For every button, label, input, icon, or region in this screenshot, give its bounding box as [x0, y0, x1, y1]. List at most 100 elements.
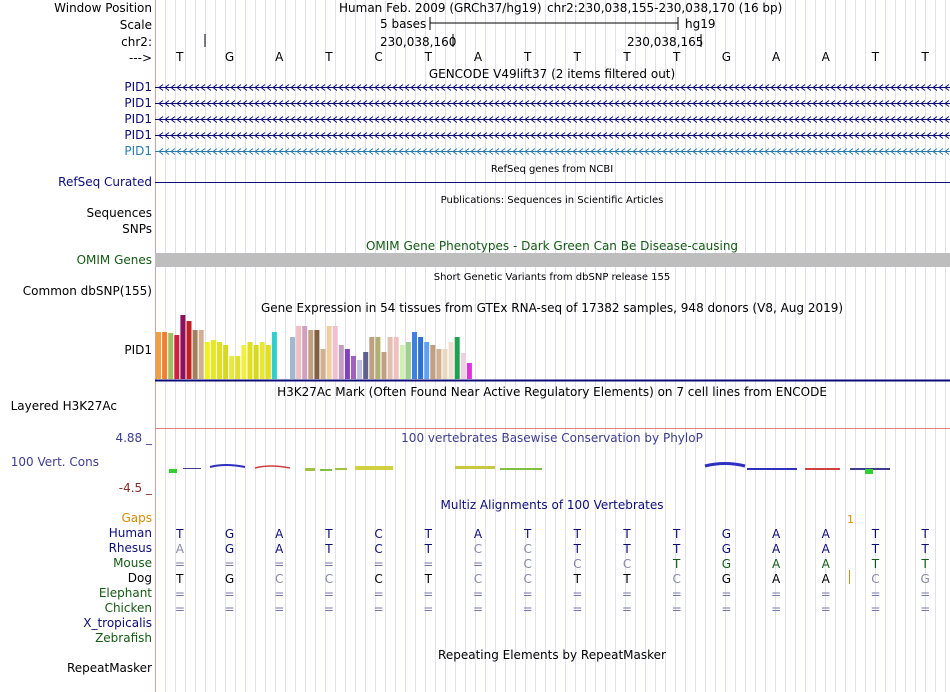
h3k27ac-track-label[interactable]: Layered H3K27Ac: [10, 399, 117, 413]
gencode-gene-label[interactable]: PID1: [124, 96, 152, 110]
gtex-tissue-bar[interactable]: [308, 330, 314, 379]
omim-title[interactable]: OMIM Gene Phenotypes - Dark Green Can Be…: [366, 239, 738, 253]
conservation-track-label[interactable]: 100 Vert. Cons: [10, 455, 99, 469]
gencode-gene-label[interactable]: PID1: [124, 128, 152, 142]
gtex-tissue-bar[interactable]: [229, 356, 235, 379]
gtex-tissue-bar[interactable]: [393, 337, 399, 379]
gtex-bars[interactable]: [156, 315, 472, 379]
gtex-tissue-bar[interactable]: [460, 353, 466, 379]
gtex-tissue-bar[interactable]: [180, 315, 186, 379]
gtex-tissue-bar[interactable]: [357, 360, 363, 379]
scale-label: Scale: [119, 18, 152, 32]
gtex-tissue-bar[interactable]: [168, 333, 174, 379]
gtex-tissue-bar[interactable]: [296, 326, 302, 379]
gtex-tissue-bar[interactable]: [265, 345, 271, 379]
gtex-tissue-bar[interactable]: [399, 345, 405, 379]
species-label: Rhesus: [108, 541, 152, 555]
gtex-tissue-bar[interactable]: [241, 345, 247, 379]
gtex-tissue-bar[interactable]: [198, 330, 204, 379]
refseq-title[interactable]: RefSeq genes from NCBI: [491, 164, 613, 175]
alignment-base: =: [473, 557, 483, 571]
gtex-tissue-bar[interactable]: [332, 326, 338, 379]
gencode-gene-line[interactable]: [155, 116, 950, 123]
alignment-base: G: [225, 572, 234, 586]
gtex-tissue-bar[interactable]: [466, 363, 472, 379]
gtex-tissue-bar[interactable]: [253, 345, 259, 379]
coord-label: 230,038,160: [380, 35, 456, 49]
alignment-base: =: [920, 602, 930, 616]
gencode-gene-label[interactable]: PID1: [124, 144, 152, 158]
gtex-tissue-bar[interactable]: [424, 342, 430, 379]
snps-track-label[interactable]: SNPs: [122, 222, 152, 236]
gtex-tissue-bar[interactable]: [326, 326, 332, 379]
base-letter: T: [920, 50, 929, 64]
browser-image[interactable]: Human Feb. 2009 (GRCh37/hg19) chr2:230,0…: [155, 0, 950, 692]
species-label: Mouse: [113, 556, 152, 570]
gtex-tissue-bar[interactable]: [314, 330, 320, 379]
gtex-tissue-bar[interactable]: [363, 352, 369, 379]
omim-gene-bar[interactable]: [155, 253, 950, 267]
gencode-gene-line[interactable]: [155, 100, 950, 107]
gtex-tissue-bar[interactable]: [375, 337, 381, 379]
gtex-tissue-bar[interactable]: [186, 321, 192, 379]
gtex-tissue-bar[interactable]: [302, 326, 308, 379]
gtex-tissue-bar[interactable]: [204, 342, 210, 379]
species-label: Zebrafish: [95, 631, 152, 645]
alignment-base: G: [225, 527, 234, 541]
gtex-tissue-bar[interactable]: [418, 337, 424, 379]
gtex-tissue-bar[interactable]: [442, 349, 448, 379]
dbsnp-title[interactable]: Short Genetic Variants from dbSNP releas…: [434, 272, 671, 283]
gtex-tissue-bar[interactable]: [217, 342, 222, 379]
alignment-base: =: [473, 587, 483, 601]
gtex-tissue-bar[interactable]: [412, 332, 417, 379]
refseq-track-label[interactable]: RefSeq Curated: [58, 175, 152, 189]
conservation-title[interactable]: 100 vertebrates Basewise Conservation by…: [401, 431, 703, 445]
repeatmasker-title[interactable]: Repeating Elements by RepeatMasker: [438, 648, 666, 662]
gtex-tissue-bar[interactable]: [290, 337, 295, 379]
gtex-tissue-bar[interactable]: [235, 356, 241, 379]
gtex-tissue-bar[interactable]: [192, 330, 198, 379]
gencode-gene-line[interactable]: [155, 132, 950, 139]
gtex-tissue-bar[interactable]: [381, 352, 387, 379]
window-position-label: Window Position: [54, 1, 152, 15]
gtex-tissue-bar[interactable]: [174, 335, 180, 379]
alignment-base: T: [871, 542, 880, 556]
gtex-tissue-bar[interactable]: [338, 345, 344, 379]
gtex-tissue-bar[interactable]: [210, 340, 216, 379]
gencode-gene-line[interactable]: [155, 148, 950, 155]
gtex-tissue-bar[interactable]: [223, 345, 229, 379]
gtex-tissue-bar[interactable]: [271, 332, 277, 379]
publications-title[interactable]: Publications: Sequences in Scientific Ar…: [441, 195, 664, 206]
gtex-tissue-bar[interactable]: [387, 337, 393, 379]
gtex-tissue-bar[interactable]: [430, 345, 436, 379]
gtex-tissue-bar[interactable]: [454, 337, 460, 379]
gtex-tissue-bar[interactable]: [259, 342, 265, 379]
sequences-track-label[interactable]: Sequences: [86, 206, 152, 220]
gencode-gene-label[interactable]: PID1: [124, 112, 152, 126]
gtex-tissue-bar[interactable]: [436, 349, 442, 379]
gencode-gene-line[interactable]: [155, 84, 950, 91]
base-letter: A: [772, 50, 781, 64]
track-canvas[interactable]: Human Feb. 2009 (GRCh37/hg19) chr2:230,0…: [155, 0, 950, 692]
gtex-tissue-bar[interactable]: [369, 337, 375, 379]
repeatmasker-track-label[interactable]: RepeatMasker: [66, 661, 152, 675]
gtex-tissue-bar[interactable]: [344, 349, 350, 379]
gtex-tissue-bar[interactable]: [247, 342, 253, 379]
dbsnp-track-label[interactable]: Common dbSNP(155): [22, 284, 152, 298]
conservation-marks[interactable]: [169, 462, 890, 475]
omim-track-label[interactable]: OMIM Genes: [76, 253, 152, 267]
gtex-tissue-bar[interactable]: [448, 342, 454, 379]
gencode-gene-label[interactable]: PID1: [124, 80, 152, 94]
gtex-tissue-bar[interactable]: [156, 332, 161, 379]
gtex-tissue-bar[interactable]: [162, 332, 168, 379]
gencode-title[interactable]: GENCODE V49lift37 (2 items filtered out): [429, 67, 675, 81]
gtex-tissue-bar[interactable]: [320, 349, 326, 379]
h3k27ac-title[interactable]: H3K27Ac Mark (Often Found Near Active Re…: [277, 385, 827, 399]
gtex-tissue-bar[interactable]: [405, 342, 411, 379]
alignment-base: =: [870, 602, 880, 616]
gtex-tissue-bar[interactable]: [351, 356, 356, 379]
gtex-track-label[interactable]: PID1: [124, 343, 152, 357]
base-letter: G: [722, 50, 731, 64]
multiz-title[interactable]: Multiz Alignments of 100 Vertebrates: [440, 498, 663, 512]
gtex-title[interactable]: Gene Expression in 54 tissues from GTEx …: [261, 301, 843, 315]
